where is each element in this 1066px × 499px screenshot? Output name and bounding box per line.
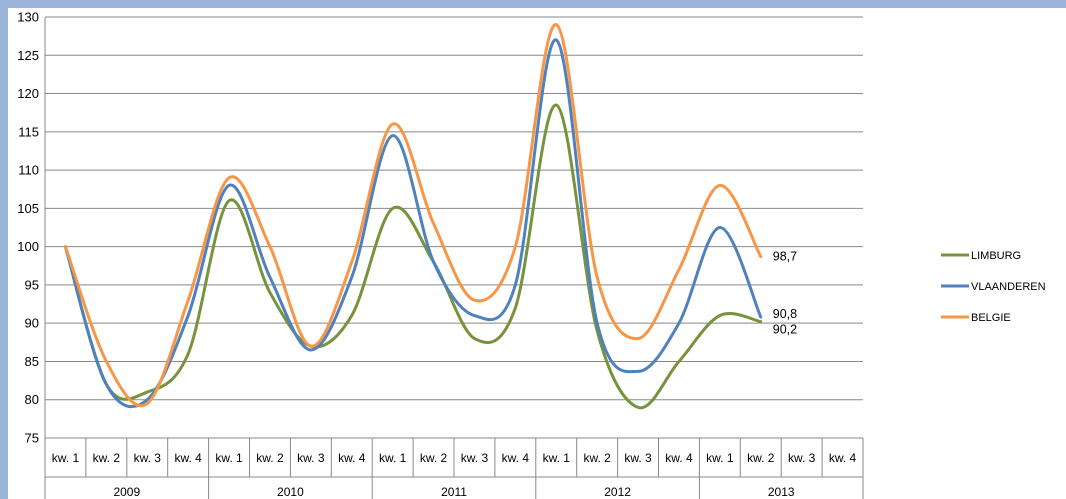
x-tick-label: kw. 4 [338,451,366,465]
y-tick-label: 85 [25,354,39,369]
series-line-limburg [63,103,763,410]
x-tick-label: kw. 1 [543,451,571,465]
year-label: 2010 [277,485,304,499]
x-tick-label: kw. 4 [829,451,857,465]
legend-label-vlaanderen: VLAANDEREN [971,281,1046,293]
x-tick-label: kw. 1 [52,451,80,465]
x-tick-label: kw. 4 [174,451,202,465]
x-tick-label: kw. 3 [297,451,325,465]
x-tick-label: kw. 2 [420,451,448,465]
y-tick-label: 75 [25,431,39,446]
y-tick-label: 90 [25,316,39,331]
y-tick-label: 100 [17,239,39,254]
x-tick-label: kw. 2 [256,451,284,465]
y-tick-label: 95 [25,277,39,292]
end-label-limburg: 90,2 [773,323,797,337]
y-tick-label: 80 [25,392,39,407]
left-border-strip [0,0,8,499]
top-border-strip [0,0,1066,8]
x-tick-label: kw. 3 [788,451,816,465]
series-lines [63,23,763,410]
x-tick-label: kw. 2 [583,451,611,465]
y-tick-label: 125 [17,48,39,63]
x-tick-label: kw. 3 [461,451,489,465]
axes: 75 80 85 90 95 100 105 110 115 120 125 130 kw. 1 kw. … [17,10,864,499]
legend-label-limburg: LIMBURG [971,250,1021,262]
legend: LIMBURG VLAANDEREN BELGIE [941,250,1046,324]
data-labels: 90,2 90,8 98,7 [773,250,797,337]
x-tick-label: kw. 3 [134,451,162,465]
legend-label-belgie: BELGIE [971,312,1011,324]
year-label: 2011 [441,485,467,499]
x-tick-label: kw. 2 [747,451,775,465]
gridlines [45,16,863,439]
year-label: 2009 [113,485,140,499]
x-tick-label: kw. 1 [379,451,407,465]
x-tick-label: kw. 1 [215,451,243,465]
series-line-belgie [63,23,763,408]
end-label-belgie: 98,7 [773,250,797,264]
y-tick-label: 120 [17,86,39,101]
year-label: 2013 [768,485,795,499]
y-tick-label: 105 [17,201,39,216]
year-label: 2012 [604,485,631,499]
y-tick-label: 130 [17,10,39,25]
x-tick-label: kw. 2 [93,451,121,465]
series-line-vlaanderen [63,38,763,409]
y-tick-label: 110 [18,163,39,178]
y-tick-label: 115 [18,124,39,139]
x-tick-label: kw. 1 [706,451,734,465]
x-tick-label: kw. 3 [624,451,652,465]
x-tick-label: kw. 4 [665,451,693,465]
end-label-vlaanderen: 90,8 [773,307,797,321]
x-tick-label: kw. 4 [502,451,530,465]
